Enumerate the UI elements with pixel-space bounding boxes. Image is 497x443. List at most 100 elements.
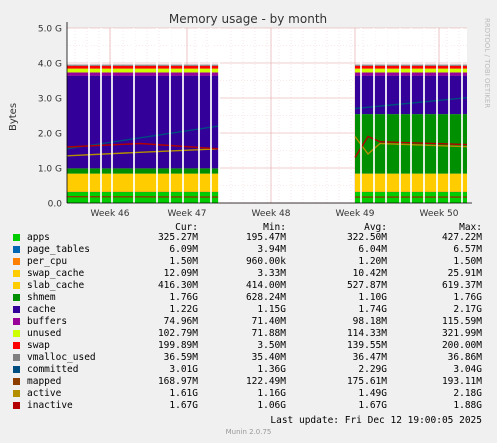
last-update: Last update: Fri Dec 12 19:00:05 2025 xyxy=(270,415,482,426)
legend-name: active xyxy=(27,388,62,399)
gap-column xyxy=(423,28,425,203)
gap-column xyxy=(373,28,375,203)
legend-avg: 10.42M xyxy=(352,268,387,279)
legend-cur: 416.30M xyxy=(157,280,198,291)
legend-swatch xyxy=(13,390,20,397)
legend-max: 321.99M xyxy=(441,328,482,339)
legend-max: 200.00M xyxy=(441,340,482,351)
gap-column xyxy=(461,28,463,203)
y-tick-label: 2.0 G xyxy=(38,130,62,140)
legend-max: 6.57M xyxy=(453,244,482,255)
legend-name: per_cpu xyxy=(27,256,68,267)
legend-avg: 6.04M xyxy=(358,244,387,255)
legend-avg: 1.49G xyxy=(358,388,387,399)
legend-cur: 1.67G xyxy=(169,400,198,411)
legend-row-swap: swap 199.89M 3.50M 139.55M 200.00M xyxy=(0,340,497,352)
legend-swatch xyxy=(13,258,20,265)
legend-min: 1.36G xyxy=(257,364,286,375)
legend-row-mapped: mapped 168.97M 122.49M 175.61M 193.11M xyxy=(0,376,497,388)
legend-swatch xyxy=(13,342,20,349)
x-tick-label: Week 47 xyxy=(168,209,207,219)
legend-swatch xyxy=(13,294,20,301)
area-vmalloc_used xyxy=(67,64,219,66)
legend-avg: 36.47M xyxy=(352,352,387,363)
legend-min: 3.50M xyxy=(257,340,286,351)
legend-max: 1.88G xyxy=(453,400,482,411)
gap-column xyxy=(360,28,362,203)
legend-cur: 12.09M xyxy=(163,268,198,279)
legend-row-shmem: shmem 1.76G 628.24M 1.10G 1.76G xyxy=(0,292,497,304)
gap-column xyxy=(436,28,438,203)
legend-min: 35.40M xyxy=(251,352,286,363)
legend-avg: 1.20M xyxy=(358,256,387,267)
col-avg: Avg: xyxy=(364,222,387,233)
legend-avg: 98.18M xyxy=(352,316,387,327)
legend-max: 36.86M xyxy=(447,352,482,363)
legend-min: 1.06G xyxy=(257,400,286,411)
legend-row-active: active 1.61G 1.16G 1.49G 2.18G xyxy=(0,388,497,400)
legend-row-slab_cache: slab_cache 416.30M 414.00M 527.87M 619.37M xyxy=(0,280,497,292)
area-per_cpu xyxy=(67,191,219,193)
y-tick-label: 3.0 G xyxy=(38,95,62,105)
legend-name: slab_cache xyxy=(27,280,85,291)
legend-avg: 2.29G xyxy=(358,364,387,375)
legend-row-cache: cache 1.22G 1.15G 1.74G 2.17G xyxy=(0,304,497,316)
legend-name: page_tables xyxy=(27,244,90,255)
chart-title: Memory usage - by month xyxy=(169,12,327,26)
data-gaps xyxy=(88,28,463,203)
legend-row-inactive: inactive 1.67G 1.06G 1.67G 1.88G xyxy=(0,400,497,412)
col-max: Max: xyxy=(459,222,482,233)
gap-column xyxy=(410,28,412,203)
gap-column xyxy=(198,28,200,203)
legend-cur: 102.79M xyxy=(157,328,198,339)
legend-max: 25.91M xyxy=(447,268,482,279)
legend-swatch xyxy=(13,270,20,277)
legend-min: 960.00k xyxy=(245,256,286,267)
legend-min: 71.40M xyxy=(251,316,286,327)
x-tick-label: Week 50 xyxy=(420,209,459,219)
legend-cur: 74.96M xyxy=(163,316,198,327)
legend-name: unused xyxy=(27,328,62,339)
legend-min: 3.33M xyxy=(257,268,286,279)
legend-row-apps: apps 325.27M 195.47M 322.50M 427.22M xyxy=(0,232,497,244)
legend-cur: 325.27M xyxy=(157,232,198,243)
legend-swatch xyxy=(13,366,20,373)
legend-cur: 1.76G xyxy=(169,292,198,303)
legend-row-vmalloc_used: vmalloc_used 36.59M 35.40M 36.47M 36.86M xyxy=(0,352,497,364)
gap-column xyxy=(182,28,184,203)
col-cur: Cur: xyxy=(175,222,198,233)
legend-name: swap xyxy=(27,340,50,351)
legend-min: 1.16G xyxy=(257,388,286,399)
legend-swatch xyxy=(13,330,20,337)
col-min: Min: xyxy=(263,222,286,233)
legend-avg: 1.67G xyxy=(358,400,387,411)
legend-avg: 175.61M xyxy=(346,376,387,387)
legend-max: 3.04G xyxy=(453,364,482,375)
legend-row-swap_cache: swap_cache 12.09M 3.33M 10.42M 25.91M xyxy=(0,268,497,280)
legend-avg: 139.55M xyxy=(346,340,387,351)
legend-swatch xyxy=(13,318,20,325)
memory-chart: 0.0 1.0 G 2.0 G 3.0 G 4.0 G 5.0 G Week 46 Week … xyxy=(8,12,491,219)
legend-min: 122.49M xyxy=(245,376,286,387)
legend-swatch xyxy=(13,378,20,385)
legend-name: shmem xyxy=(27,292,56,303)
legend-avg: 1.10G xyxy=(358,292,387,303)
legend-swatch xyxy=(13,234,20,241)
legend-avg: 1.74G xyxy=(358,304,387,315)
legend-name: buffers xyxy=(27,316,68,327)
legend-max: 2.18G xyxy=(453,388,482,399)
legend-cur: 6.09M xyxy=(169,244,198,255)
legend-cur: 36.59M xyxy=(163,352,198,363)
legend-max: 2.17G xyxy=(453,304,482,315)
gap-column xyxy=(218,28,220,203)
area-unused xyxy=(67,68,219,73)
area-cache xyxy=(67,75,219,169)
y-tick-label: 4.0 G xyxy=(38,60,62,70)
legend-swatch xyxy=(13,354,20,361)
legend-max: 427.22M xyxy=(441,232,482,243)
legend-name: apps xyxy=(27,232,50,243)
legend-avg: 114.33M xyxy=(346,328,387,339)
legend-swatch xyxy=(13,246,20,253)
legend-row-page_tables: page_tables 6.09M 3.94M 6.04M 6.57M xyxy=(0,244,497,256)
gap-column xyxy=(448,28,450,203)
